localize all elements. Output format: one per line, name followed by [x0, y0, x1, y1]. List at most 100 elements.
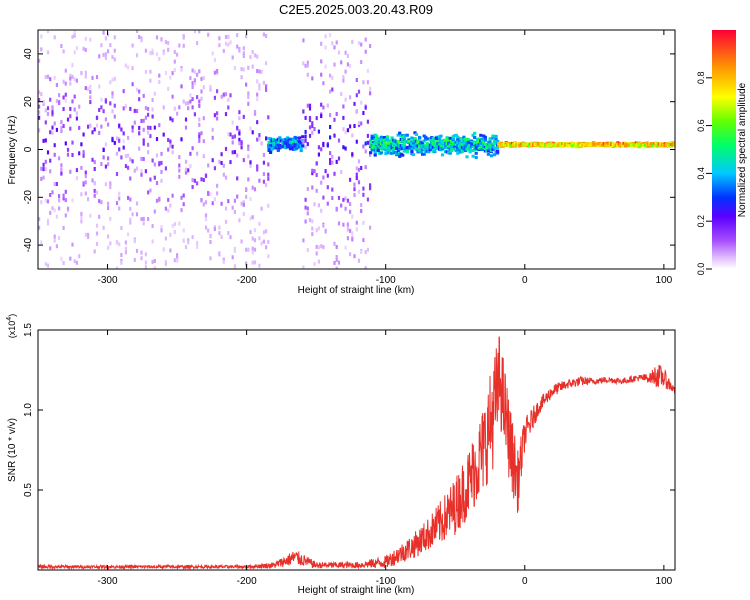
heatmap-cell [38, 98, 41, 102]
snr-y-tick-label: 1.5 [23, 323, 34, 337]
heatmap-cell [111, 94, 114, 99]
heatmap-cell [64, 68, 67, 73]
heatmap-cell [51, 112, 54, 117]
heatmap-cell [44, 167, 47, 172]
heatmap-cell [167, 197, 170, 202]
heatmap-cell [346, 198, 349, 203]
heatmap-cell [486, 152, 490, 156]
heatmap-cell [360, 100, 363, 105]
heatmap-cell [410, 147, 414, 151]
heatmap-cell [127, 165, 130, 170]
heatmap-x-tick-label: 0 [522, 275, 528, 286]
heatmap-cell [111, 91, 114, 96]
heatmap-cell [193, 78, 196, 83]
heatmap-cell [129, 220, 132, 225]
snr-x-tick-label: -200 [237, 576, 257, 587]
heatmap-cell [659, 142, 663, 146]
heatmap-cell [253, 53, 257, 58]
heatmap-cell [304, 138, 307, 143]
heatmap-cell [231, 205, 234, 210]
heatmap-cell [216, 111, 219, 116]
heatmap-cell [71, 99, 74, 104]
heatmap-cell [329, 135, 332, 140]
heatmap-cell [147, 217, 150, 221]
heatmap-cell [364, 250, 367, 255]
heatmap-cell [306, 63, 309, 68]
heatmap-cell [93, 127, 96, 132]
heatmap-cell [104, 55, 107, 60]
heatmap-cell [396, 133, 400, 137]
colorbar-label: Normalized spectral amplitude [737, 82, 748, 217]
heatmap-cell [331, 160, 334, 165]
heatmap-cell [71, 140, 74, 145]
heatmap-cell [211, 201, 214, 206]
heatmap-cell [164, 166, 167, 171]
heatmap-cell [245, 261, 248, 266]
heatmap-cell [184, 125, 188, 130]
heatmap-cell [158, 80, 161, 84]
heatmap-cell [256, 164, 259, 169]
heatmap-cell [109, 43, 112, 48]
heatmap-cell [222, 92, 225, 97]
heatmap-cell [142, 127, 145, 132]
heatmap-cell [104, 117, 107, 122]
heatmap-cell [401, 153, 405, 157]
heatmap-cell [496, 146, 500, 150]
heatmap-cell [80, 71, 83, 75]
heatmap-cell [333, 45, 336, 50]
heatmap-cell [115, 136, 119, 141]
heatmap-cell [155, 153, 159, 158]
heatmap-cell [164, 262, 167, 266]
heatmap-cell [220, 152, 223, 157]
heatmap-cell [162, 132, 165, 137]
heatmap-cell [202, 154, 205, 159]
heatmap-cell [245, 194, 248, 199]
heatmap-cell [44, 108, 47, 113]
heatmap-cell [342, 78, 345, 83]
heatmap-cell [260, 141, 263, 146]
heatmap-cell [351, 40, 354, 44]
heatmap-cell [75, 168, 78, 173]
heatmap-cell [231, 255, 234, 260]
heatmap-cell [360, 209, 363, 213]
heatmap-cell [60, 129, 63, 134]
heatmap-cell [49, 77, 52, 82]
heatmap-cell [242, 114, 245, 119]
heatmap-cell [60, 167, 63, 172]
heatmap-cell [379, 135, 383, 139]
heatmap-cell [58, 194, 61, 199]
heatmap-cell [129, 217, 132, 222]
heatmap-cell [242, 158, 245, 163]
heatmap-cell [131, 66, 134, 71]
heatmap-cell [413, 131, 417, 135]
heatmap-cell [84, 170, 87, 175]
heatmap-cell [155, 137, 159, 141]
heatmap-cell [322, 81, 325, 86]
heatmap-cell [49, 158, 52, 163]
heatmap-cell [306, 211, 309, 216]
heatmap-cell [204, 217, 208, 222]
heatmap-cell [187, 168, 190, 173]
heatmap-cell [471, 154, 475, 158]
heatmap-cell [474, 151, 478, 155]
heatmap-cell [346, 236, 349, 241]
heatmap-cell [66, 206, 70, 211]
heatmap-cell [44, 120, 47, 125]
heatmap-cell [140, 217, 143, 222]
heatmap-cell [53, 152, 56, 157]
snr-ylabel: SNR (10 * v/v) [7, 418, 18, 482]
heatmap-cell [251, 185, 254, 190]
heatmap-cell [320, 114, 323, 119]
heatmap-x-tick-label: -300 [98, 275, 118, 286]
heatmap-cell [496, 150, 500, 153]
heatmap-cell [421, 142, 425, 146]
heatmap-cell [355, 227, 358, 232]
heatmap-cell [91, 130, 94, 135]
heatmap-cell [104, 99, 107, 104]
heatmap-cell [133, 257, 136, 262]
heatmap-cell [107, 206, 110, 211]
heatmap-cell [51, 105, 54, 110]
heatmap-cell [198, 138, 201, 143]
heatmap-cell [299, 149, 303, 153]
heatmap-cell [366, 133, 369, 138]
